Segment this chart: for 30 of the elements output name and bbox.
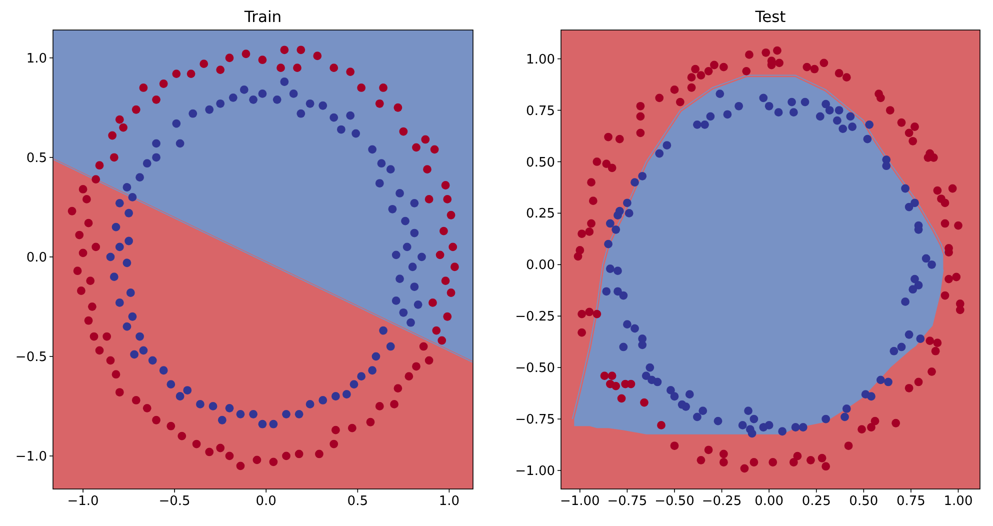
chart-title: Train bbox=[243, 8, 282, 26]
x-tick-label: −0.50 bbox=[654, 494, 694, 509]
y-tick-label: 0.0 bbox=[26, 250, 47, 266]
y-tick-label: 1.00 bbox=[526, 52, 555, 68]
x-tick-label: −1.00 bbox=[560, 494, 600, 509]
x-tick-label: 0.75 bbox=[896, 494, 926, 509]
x-tick-label: 0.5 bbox=[347, 494, 368, 509]
x-tick-label: −1.0 bbox=[67, 494, 99, 509]
x-tick-label: 1.00 bbox=[944, 494, 973, 509]
x-tick-label: 1.0 bbox=[438, 494, 460, 509]
y-tick-label: −0.5 bbox=[15, 350, 47, 365]
x-tick-label: 0.0 bbox=[256, 494, 276, 509]
y-tick-label: −0.25 bbox=[515, 310, 555, 325]
y-tick-label: −1.0 bbox=[15, 450, 47, 465]
chart-title: Test bbox=[754, 8, 786, 26]
x-tick-label: −0.25 bbox=[702, 494, 742, 509]
x-tick-label: 0.25 bbox=[802, 494, 831, 509]
y-tick-label: 0.25 bbox=[526, 206, 555, 222]
x-tick-label: −0.75 bbox=[607, 494, 648, 509]
y-tick-label: 0.75 bbox=[526, 104, 555, 119]
y-tick-label: 0.5 bbox=[26, 150, 47, 166]
y-tick-label: −0.75 bbox=[515, 412, 555, 428]
y-tick-label: −0.50 bbox=[515, 361, 555, 376]
x-tick-label: 0.50 bbox=[849, 494, 878, 509]
y-tick-label: −1.00 bbox=[515, 464, 555, 480]
y-tick-label: 0.50 bbox=[526, 155, 555, 170]
x-tick-label: −0.5 bbox=[158, 494, 190, 509]
y-tick-label: 0.00 bbox=[526, 258, 555, 274]
y-tick-label: 1.0 bbox=[26, 51, 47, 66]
x-tick-label: 0.00 bbox=[754, 494, 784, 509]
